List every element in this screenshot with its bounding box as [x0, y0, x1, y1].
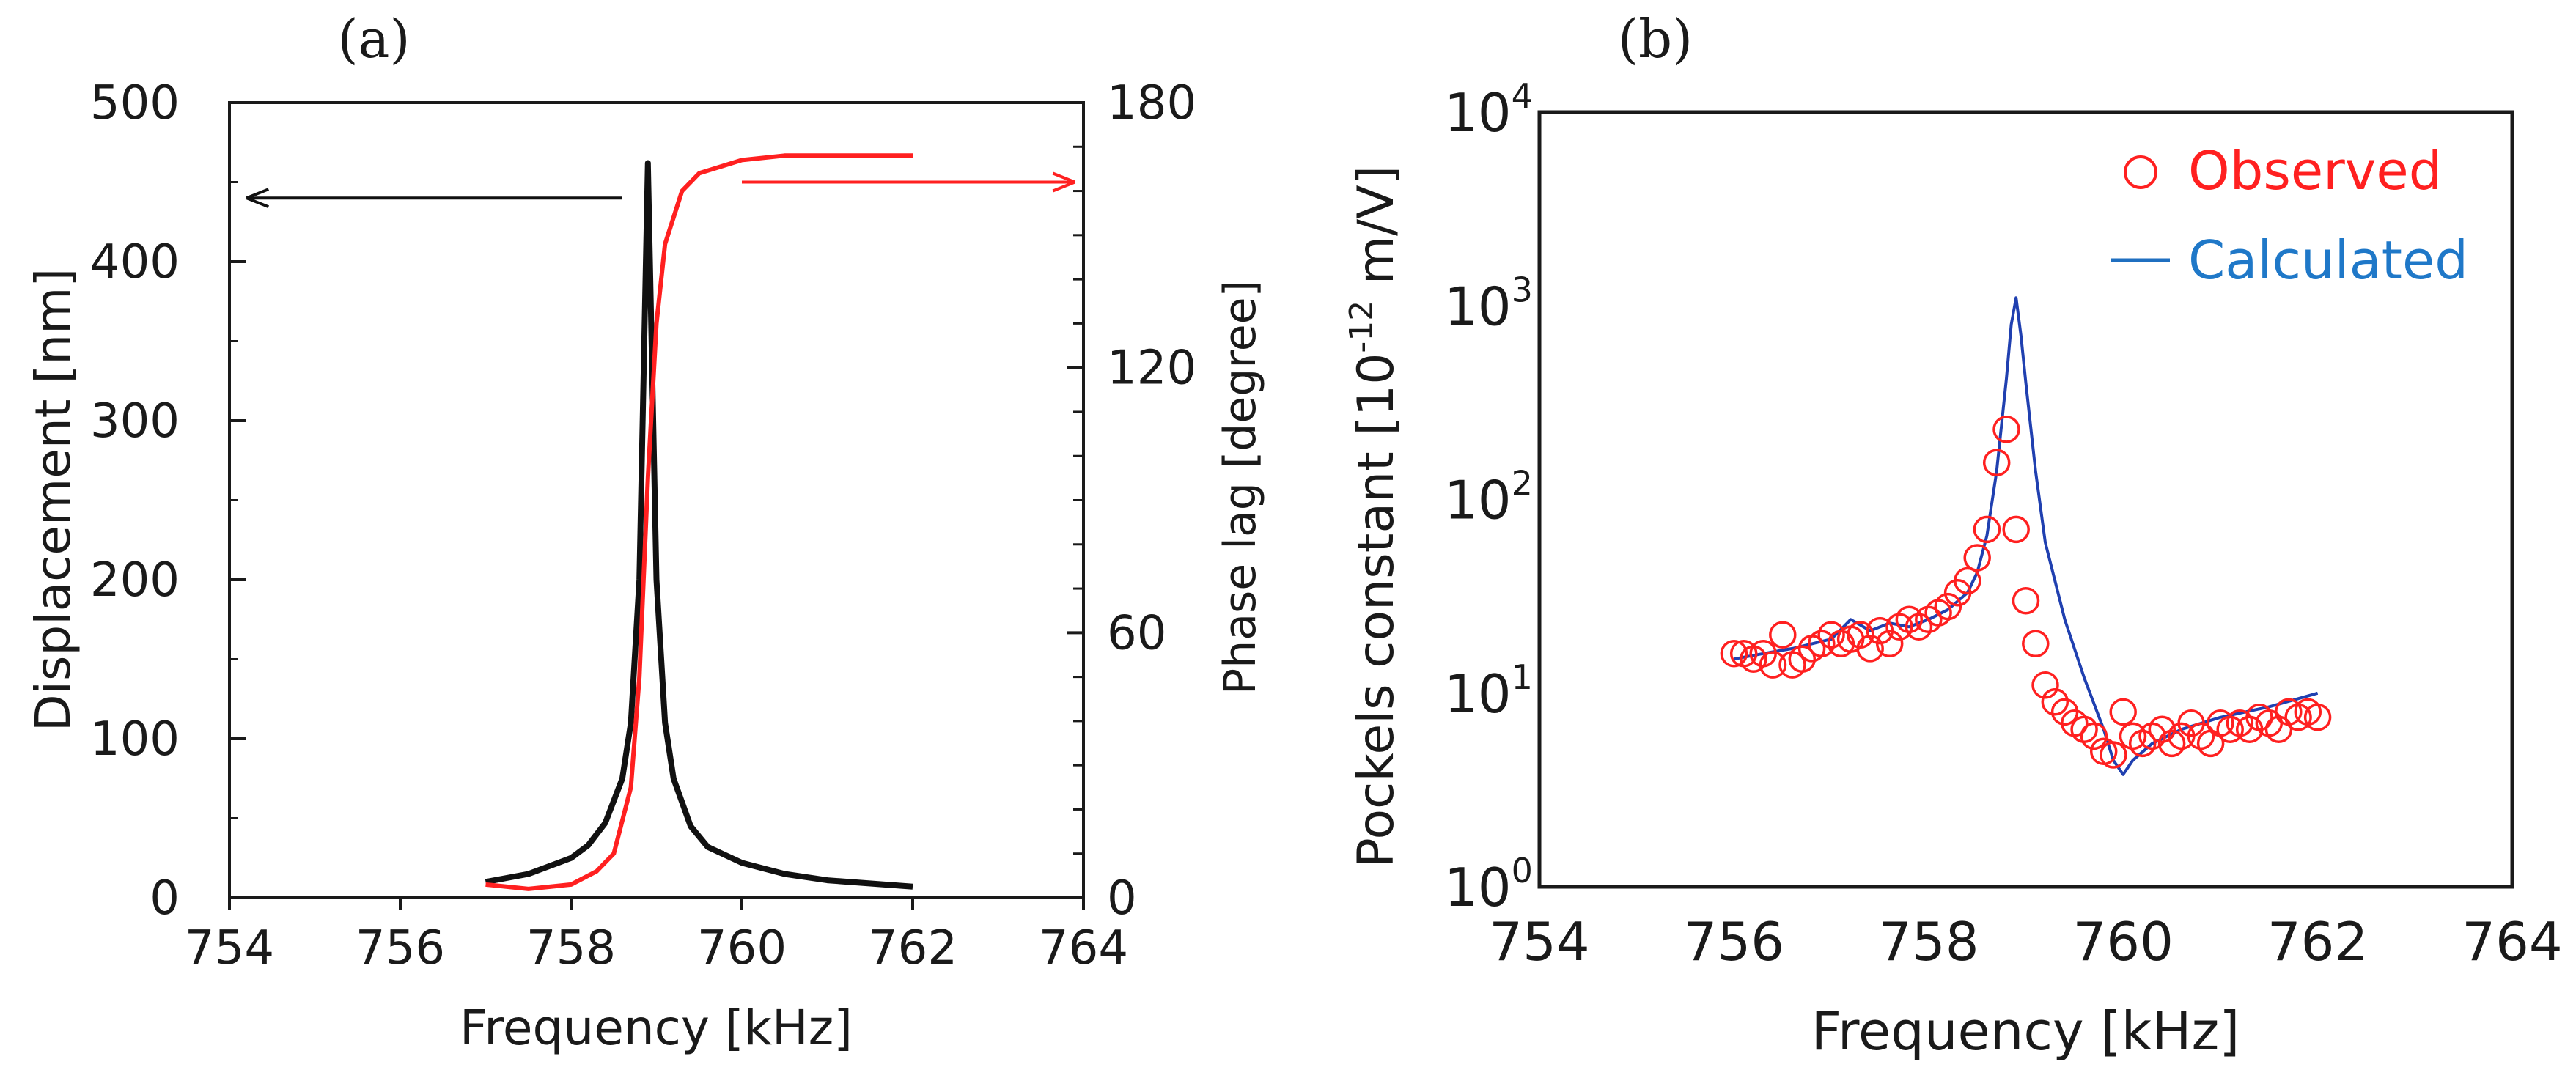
panel-a-y2-axis-label: Phase lag [degree]: [1215, 280, 1266, 695]
observed-point: [1769, 621, 1797, 649]
panel-b-x-tick-label: 754: [1489, 911, 1589, 973]
observed-point: [2187, 722, 2215, 750]
panel-b-x-ticks: 754 756 758 760 762 764: [1489, 911, 2562, 973]
observed-point: [2080, 722, 2108, 750]
observed-point: [2100, 741, 2127, 769]
observed-point: [2031, 671, 2059, 699]
panel-a-x-tick-label: 764: [1039, 921, 1128, 975]
observed-point: [1847, 621, 1874, 649]
observed-point: [2012, 586, 2040, 615]
series-phase-lag-line: [485, 153, 913, 891]
panel-a-x-tick-label: 758: [526, 921, 616, 975]
panel-b-y-tick-label: 104: [1444, 76, 1533, 144]
legend-calculated-label: Calculated: [2188, 229, 2468, 291]
observed-point: [1720, 640, 1748, 668]
panel-a-x-tick-label: 760: [697, 921, 787, 975]
legend-observed-marker: [2124, 155, 2157, 189]
panel-a-y-tick-label: 200: [90, 553, 180, 608]
panel-b-frame: [1537, 110, 2514, 889]
observed-point: [2264, 715, 2293, 743]
panel-b-label: (b): [1618, 8, 1693, 70]
panel-a-x-axis-label: Frequency [kHz]: [460, 1000, 853, 1056]
observed-point: [2294, 698, 2322, 726]
observed-point: [1934, 592, 1962, 621]
observed-point: [1875, 630, 1904, 658]
observed-point: [1905, 613, 1933, 641]
observed-point: [2148, 715, 2176, 743]
panel-b-y-axis-label-main: Pockels constant [10: [1347, 353, 1405, 868]
panel-b-y-tick-label: 102: [1444, 464, 1533, 531]
panel-b-y-tick-label: 101: [1444, 657, 1533, 725]
observed-point: [1759, 651, 1787, 679]
legend: Observed Calculated: [2111, 140, 2468, 291]
panel-a-y2-tick-label: 0: [1107, 871, 1137, 926]
panel-b-y-ticks: 100 101 102 103 104: [1444, 76, 1533, 918]
observed-point: [1982, 449, 2011, 476]
panel-b-y-axis-label-exponent: -12: [1343, 300, 1380, 353]
panel-a-y-tick-label: 500: [90, 76, 180, 130]
observed-point: [1885, 613, 1913, 641]
panel-a-y2-tick-label: 180: [1107, 76, 1196, 130]
panel-b-y-axis-label-unit: m/V]: [1347, 166, 1405, 300]
panel-b-x-tick-label: 762: [2267, 911, 2368, 973]
observed-point: [1788, 645, 1817, 673]
panel-b-plot-area: [1720, 296, 2332, 776]
panel-a-y-axis-label: Displacement [nm]: [25, 268, 81, 731]
panel-a-plot-area: [246, 153, 1076, 891]
observed-point: [1808, 630, 1836, 658]
panel-b-x-tick-label: 758: [1878, 911, 1979, 973]
panel-b-y-tick-label: 103: [1444, 270, 1533, 337]
observed-point: [2119, 722, 2147, 750]
panel-a-y-tick-label: 300: [90, 394, 180, 449]
observed-point: [2041, 688, 2069, 716]
panel-a-y2-tick-label: 60: [1107, 606, 1166, 660]
panel-a-x-tick-label: 754: [185, 921, 274, 975]
observed-point: [2284, 704, 2312, 731]
panel-b: (b) 754 756 758 760 762 764 100 101 102 103 104 F…: [1343, 8, 2563, 1062]
observed-point: [1856, 635, 1884, 663]
observed-point: [2109, 698, 2137, 726]
annotation-arrowhead: [246, 188, 270, 209]
observed-point: [1992, 416, 2020, 443]
panel-a-y-tick-label: 100: [90, 712, 180, 767]
panel-a-y-tick-label: 400: [90, 235, 180, 289]
panel-b-y-axis-label: Pockels constant [10-12 m/V]: [1343, 166, 1405, 868]
panel-b-x-axis-label: Frequency [kHz]: [1811, 1000, 2240, 1062]
panel-a: (a) 754 756 758 760 762 764 0100200300400500 …: [25, 8, 1266, 1056]
observed-point: [1973, 515, 2001, 544]
observed-point: [2002, 515, 2030, 544]
panel-a-label: (a): [337, 8, 410, 70]
panel-a-y-ticks: 0 100 200 300 400 500: [90, 76, 246, 926]
series-displacement-line: [485, 160, 913, 890]
panel-a-y2-tick-label: 120: [1107, 342, 1196, 396]
observed-point: [2128, 729, 2157, 758]
legend-observed-label: Observed: [2188, 140, 2442, 202]
panel-b-x-tick-label: 760: [2072, 911, 2173, 973]
observed-point: [2303, 704, 2332, 731]
observed-point: [1954, 567, 1981, 595]
panel-a-y-tick-label: 0: [150, 871, 180, 926]
observed-point: [1817, 621, 1845, 649]
panel-b-x-tick-label: 764: [2462, 911, 2562, 973]
series-calculated-line: [1734, 296, 2319, 776]
panel-a-x-ticks: 754 756 758 760 762 764: [185, 898, 1128, 975]
observed-point: [1895, 605, 1924, 634]
panel-b-y-tick-label: 100: [1444, 851, 1533, 918]
panel-b-x-tick-label: 756: [1684, 911, 1784, 973]
annotation-arrowhead: [1052, 171, 1076, 193]
panel-a-x-tick-label: 762: [868, 921, 957, 975]
observed-point: [1963, 544, 1991, 572]
panel-a-y2-ticks: 0 60 120 180: [1067, 76, 1196, 926]
panel-a-x-tick-label: 756: [356, 921, 445, 975]
observed-point: [2022, 630, 2050, 658]
observed-point: [2157, 729, 2186, 758]
